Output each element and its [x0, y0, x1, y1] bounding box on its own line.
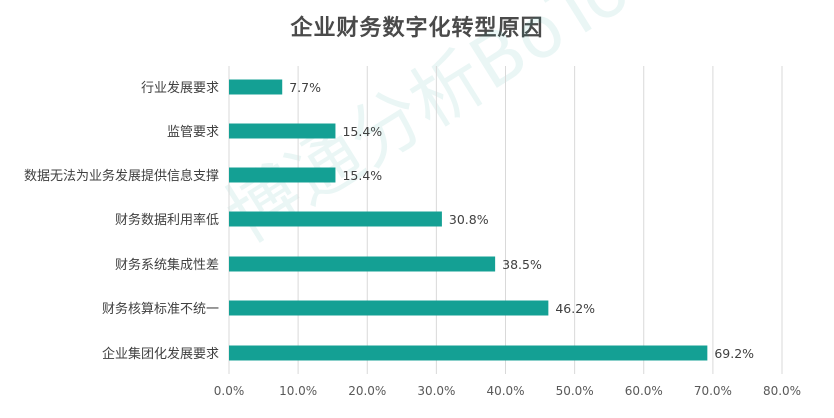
category-label: 监管要求	[167, 125, 219, 140]
category-label: 财务系统集成性差	[115, 257, 219, 273]
bar	[229, 123, 336, 139]
x-tick-label: 10.0%	[279, 384, 317, 398]
data-label: 15.4%	[342, 124, 382, 139]
data-label: 30.8%	[449, 212, 489, 227]
x-tick-label: 20.0%	[348, 384, 386, 398]
bar	[229, 79, 283, 95]
x-tick-label: 30.0%	[417, 384, 455, 398]
data-label: 7.7%	[289, 80, 321, 95]
category-label: 数据无法为业务发展提供信息支撑	[24, 168, 219, 184]
category-label: 企业集团化发展要求	[102, 346, 219, 362]
bar	[229, 167, 336, 183]
x-tick-label: 0.0%	[214, 384, 245, 398]
category-label: 行业发展要求	[141, 80, 219, 96]
x-tick-label: 70.0%	[694, 384, 732, 398]
bar	[229, 345, 708, 361]
chart-title: 企业财务数字化转型原因	[290, 16, 544, 41]
data-label: 15.4%	[342, 168, 382, 183]
bar	[229, 300, 549, 316]
data-label: 69.2%	[714, 346, 754, 361]
bar	[229, 211, 442, 227]
x-tick-label: 60.0%	[625, 384, 663, 398]
bar	[229, 256, 496, 272]
category-label: 财务数据利用率低	[115, 212, 219, 228]
data-label: 38.5%	[502, 257, 542, 272]
x-tick-label: 50.0%	[556, 384, 594, 398]
category-label: 财务核算标准不统一	[102, 301, 219, 317]
x-tick-label: 80.0%	[763, 384, 801, 398]
data-label: 46.2%	[555, 301, 595, 316]
x-tick-label: 40.0%	[486, 384, 524, 398]
